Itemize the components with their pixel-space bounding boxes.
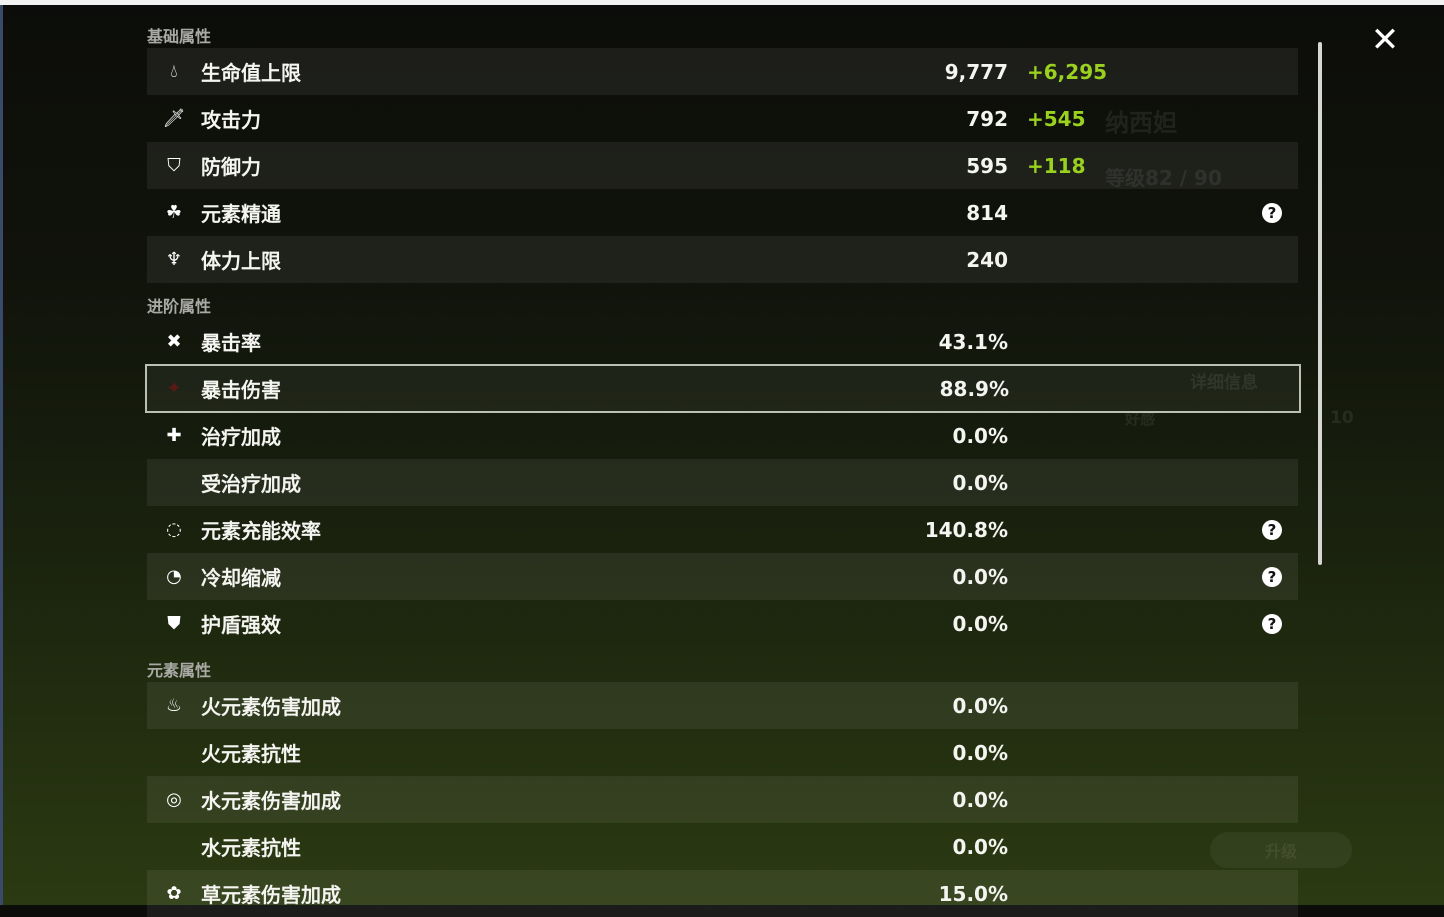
stat-bonus: +118 — [1027, 153, 1086, 178]
bg-character-name: 纳西妲 — [1105, 109, 1177, 137]
stat-label: 水元素伤害加成 — [201, 789, 341, 813]
bg-details-button: 详细信息 — [1190, 373, 1258, 393]
help-icon[interactable]: ? — [1262, 202, 1282, 223]
cooldown-icon: ◔ — [166, 566, 182, 587]
stat-value: 595 — [966, 153, 1008, 178]
stat-label: 受治疗加成 — [201, 472, 301, 496]
stat-label: 防御力 — [201, 155, 261, 179]
elemental-mastery-icon: ☘ — [165, 202, 183, 223]
scrollbar[interactable] — [1318, 42, 1322, 565]
stat-label: 冷却缩减 — [201, 566, 281, 590]
sword-icon: 🗡︎ — [162, 108, 186, 129]
stat-row[interactable]: ◎ 水元素伤害加成 0.0% — [147, 776, 1298, 823]
section-elemental: 元素属性 — [147, 661, 212, 680]
stat-row[interactable]: 水元素抗性 0.0% — [147, 823, 1298, 870]
stat-value: 140.8% — [924, 517, 1008, 542]
stat-value: 814 — [966, 200, 1008, 225]
stat-label: 火元素伤害加成 — [201, 695, 341, 719]
stamina-icon: ♆ — [165, 249, 183, 270]
stat-row[interactable]: ♆ 体力上限 240 — [147, 236, 1298, 283]
stat-row[interactable]: ✚ 治疗加成 0.0% — [147, 412, 1298, 459]
energy-recharge-icon: ◌ — [166, 519, 182, 540]
help-icon[interactable]: ? — [1262, 519, 1282, 540]
crit-dmg-icon: ✦ — [166, 378, 182, 399]
stat-value: 0.0% — [952, 423, 1008, 448]
stat-row[interactable]: ☘ 元素精通 814? — [147, 189, 1298, 236]
stat-label: 草元素伤害加成 — [201, 883, 341, 907]
stat-label: 攻击力 — [201, 108, 261, 132]
stat-value: 0.0% — [952, 564, 1008, 589]
stat-bonus: +6,295 — [1027, 59, 1108, 84]
hydro-icon: ◎ — [166, 789, 182, 810]
stat-row[interactable]: ⛉ 防御力 595 +118 — [147, 142, 1298, 189]
stat-label: 护盾强效 — [201, 613, 281, 637]
section-basic: 基础属性 — [147, 27, 212, 46]
stat-row[interactable]: 💧︎ 生命值上限 9,777 +6,295 — [147, 48, 1298, 95]
bg-favor-value: 10 — [1330, 408, 1354, 428]
window-top-border — [0, 0, 1444, 5]
stat-value: 792 — [966, 106, 1008, 131]
stat-label: 元素充能效率 — [201, 519, 321, 543]
stat-value: 240 — [966, 247, 1008, 272]
bg-level: 等级82 / 90 — [1105, 166, 1222, 190]
dendro-icon: ✿ — [166, 883, 182, 904]
stat-value: 0.0% — [952, 470, 1008, 495]
stat-label: 火元素抗性 — [201, 742, 301, 766]
stat-value: 9,777 — [944, 59, 1008, 84]
stat-value: 43.1% — [938, 329, 1008, 354]
stat-label: 生命值上限 — [201, 61, 301, 85]
stat-value: 0.0% — [952, 787, 1008, 812]
shield-strength-icon: ⛊ — [167, 613, 181, 634]
stat-value: 0.0% — [952, 834, 1008, 859]
help-icon[interactable]: ? — [1262, 613, 1282, 634]
close-icon[interactable]: ✕ — [1370, 20, 1400, 60]
stat-row[interactable]: ✦ 暴击伤害 88.9% — [145, 364, 1301, 413]
section-advanced: 进阶属性 — [147, 297, 212, 316]
healing-cross-icon: ✚ — [166, 425, 182, 446]
stat-row[interactable]: ✿ 草元素伤害加成 15.0% — [147, 870, 1298, 917]
bg-upgrade-button: 升级 — [1210, 832, 1352, 868]
pyro-icon: ♨ — [165, 695, 183, 716]
crit-rate-icon: ✖ — [166, 331, 182, 352]
bg-favor: 好感 — [1125, 410, 1156, 428]
help-icon[interactable]: ? — [1262, 566, 1282, 587]
stat-row[interactable]: 火元素抗性 0.0% — [147, 729, 1298, 776]
stat-label: 治疗加成 — [201, 425, 281, 449]
stat-row[interactable]: ◔ 冷却缩减 0.0%? — [147, 553, 1298, 600]
shield-icon: ⛉ — [167, 155, 181, 176]
stat-row[interactable]: ✖ 暴击率 43.1% — [147, 318, 1298, 365]
hp-drop-icon: 💧︎ — [170, 61, 178, 82]
stat-label: 体力上限 — [201, 249, 281, 273]
stat-label: 元素精通 — [201, 202, 281, 226]
stat-label: 暴击伤害 — [201, 378, 281, 402]
window-left-border — [0, 5, 3, 905]
stat-row[interactable]: 受治疗加成 0.0% — [147, 459, 1298, 506]
stat-value: 0.0% — [952, 740, 1008, 765]
stat-row[interactable]: 🗡︎ 攻击力 792 +545 — [147, 95, 1298, 142]
stat-label: 暴击率 — [201, 331, 261, 355]
stat-row[interactable]: ♨ 火元素伤害加成 0.0% — [147, 682, 1298, 729]
stat-bonus: +545 — [1027, 106, 1086, 131]
stat-value: 15.0% — [938, 881, 1008, 906]
stat-row[interactable]: ◌ 元素充能效率 140.8%? — [147, 506, 1298, 553]
stat-value: 0.0% — [952, 611, 1008, 636]
stat-label: 水元素抗性 — [201, 836, 301, 860]
stat-value: 0.0% — [952, 693, 1008, 718]
stat-row[interactable]: ⛊ 护盾强效 0.0%? — [147, 600, 1298, 647]
stat-value: 88.9% — [939, 376, 1009, 401]
